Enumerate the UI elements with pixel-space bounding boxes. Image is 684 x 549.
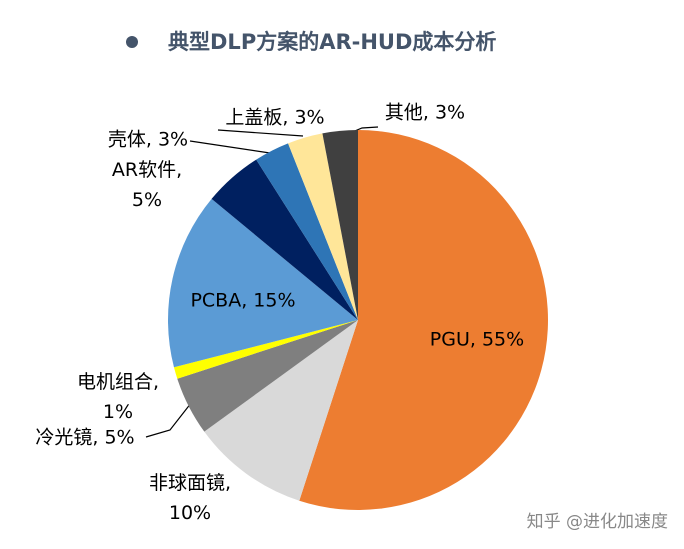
data-label: 非球面镜, 10% — [149, 472, 231, 524]
pie-slice — [288, 133, 358, 320]
title-bullet — [126, 36, 138, 48]
chart-title: 典型DLP方案的AR-HUD成本分析 — [168, 30, 496, 54]
leader-line — [189, 140, 271, 154]
data-label-line: 电机组合, — [77, 371, 159, 393]
data-label: PCBA, 15% — [190, 290, 295, 312]
data-label: 壳体, 3% — [108, 129, 188, 151]
data-label-line: AR软件, — [112, 159, 182, 181]
data-label: 上盖板, 3% — [225, 107, 324, 129]
pie-slice — [322, 130, 358, 320]
pie-slice — [173, 320, 358, 379]
watermark: 知乎 @进化加速度 — [527, 512, 668, 532]
data-label-line: 5% — [132, 189, 162, 211]
leader-line — [217, 129, 304, 137]
data-label: 电机组合, 1% — [77, 371, 159, 423]
leader-line — [145, 397, 196, 438]
pie-slice — [168, 198, 358, 368]
data-label: PGU, 55% — [430, 329, 524, 351]
data-label-line: 非球面镜, — [149, 472, 231, 494]
data-label-line: 1% — [103, 401, 133, 423]
pie-slice — [204, 320, 358, 501]
pie-slice — [299, 130, 548, 510]
pie-slice — [211, 159, 358, 320]
data-label: 冷光镜, 5% — [35, 427, 134, 449]
data-label: AR软件, 5% — [112, 159, 182, 211]
data-label: 其他, 3% — [385, 102, 465, 124]
pie-slice — [177, 320, 358, 432]
data-label-line: 10% — [169, 502, 211, 524]
pie-slice — [256, 143, 358, 320]
